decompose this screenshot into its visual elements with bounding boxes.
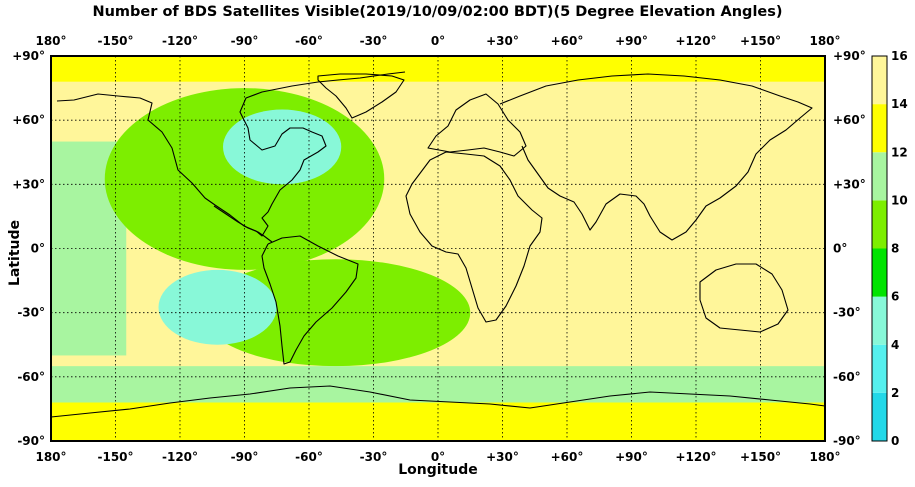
- x-tick-label-bottom: -30°: [360, 450, 388, 464]
- colorbar-tick-label: 16: [891, 49, 908, 63]
- colorbar: 0 2 4 6 8 10 12 14 16: [871, 49, 908, 448]
- x-tick-label-top: -60°: [295, 34, 323, 48]
- coastline-greenland: [317, 73, 405, 119]
- coastline-africa: [405, 151, 543, 323]
- y-tick-label-right: +30°: [833, 177, 866, 191]
- y-tick-label-left: -60°: [17, 370, 45, 384]
- x-tick-label-bottom: 180°: [35, 450, 66, 464]
- colorbar-tick-label: 2: [891, 386, 899, 400]
- coastline-australia: [699, 263, 789, 333]
- colorbar-bin: [872, 296, 887, 345]
- heatmap-region: [223, 109, 342, 185]
- x-tick-label-bottom: +120°: [675, 450, 716, 464]
- x-tick-label-top: -120°: [162, 34, 198, 48]
- coastline-antarctica: [51, 385, 825, 418]
- colorbar-bin: [872, 344, 887, 393]
- plot-frame: [50, 55, 826, 442]
- x-tick-label-top: 180°: [809, 34, 840, 48]
- coastline-europe: [427, 93, 527, 157]
- x-tick-label-top: -150°: [97, 34, 133, 48]
- x-axis-label: Longitude: [398, 462, 478, 478]
- x-tick-label-bottom: +150°: [740, 450, 781, 464]
- coastline-central-america: [213, 205, 273, 243]
- colorbar-tick-label: 14: [891, 97, 908, 111]
- coastline-north-america: [56, 71, 406, 237]
- x-tick-label-top: +60°: [551, 34, 584, 48]
- map-title: Number of BDS Satellites Visible(2019/10…: [92, 4, 783, 20]
- heatmap-region: [158, 269, 277, 345]
- y-tick-label-right: +90°: [833, 49, 866, 63]
- x-tick-label-top: +30°: [486, 34, 519, 48]
- x-tick-label-bottom: +30°: [486, 450, 519, 464]
- colorbar-bin: [872, 248, 887, 297]
- coastline-layer: [51, 71, 825, 418]
- y-tick-label-left: +30°: [12, 177, 45, 191]
- colorbar-bin: [872, 392, 887, 441]
- x-tick-label-top: -30°: [360, 34, 388, 48]
- colorbar-bin: [872, 104, 887, 153]
- heatmap-region: [491, 81, 825, 367]
- x-tick-label-top: +90°: [615, 34, 648, 48]
- y-tick-label-right: +60°: [833, 113, 866, 127]
- axis-ticks: 180° 180° -150° -150° -120° -120° -90° -90° -60°…: [12, 34, 866, 464]
- y-tick-label-left: -90°: [17, 434, 45, 448]
- y-tick-label-right: -60°: [833, 370, 861, 384]
- colorbar-tick-label: 4: [891, 338, 899, 352]
- x-tick-label-top: 180°: [35, 34, 66, 48]
- x-tick-label-top: -90°: [231, 34, 259, 48]
- colorbar-tick-label: 8: [891, 242, 899, 256]
- x-tick-label-top: 0°: [431, 34, 445, 48]
- colorbar-bin: [872, 152, 887, 201]
- y-tick-label-right: -30°: [833, 306, 861, 320]
- colorbar-bin: [872, 200, 887, 249]
- x-tick-label-top: +120°: [675, 34, 716, 48]
- colorbar-bin: [872, 56, 887, 105]
- y-tick-label-right: -90°: [833, 434, 861, 448]
- colorbar-tick-label: 0: [891, 434, 899, 448]
- y-tick-label-left: -30°: [17, 306, 45, 320]
- graticule: [51, 56, 825, 441]
- colorbar-tick-label: 12: [891, 145, 908, 159]
- coastline-south-america: [261, 235, 359, 365]
- x-tick-label-bottom: -90°: [231, 450, 259, 464]
- y-tick-label-left: +90°: [12, 49, 45, 63]
- x-tick-label-bottom: 180°: [809, 450, 840, 464]
- coastline-eurasia: [499, 73, 813, 241]
- colorbar-frame: [871, 55, 888, 442]
- y-tick-label-left: 0°: [31, 242, 45, 256]
- x-tick-label-bottom: -150°: [97, 450, 133, 464]
- colorbar-tick-label: 6: [891, 290, 899, 304]
- x-tick-label-bottom: -60°: [295, 450, 323, 464]
- x-tick-label-top: +150°: [740, 34, 781, 48]
- x-tick-label-bottom: +90°: [615, 450, 648, 464]
- x-tick-label-bottom: -120°: [162, 450, 198, 464]
- colorbar-tick-label: 10: [891, 193, 908, 207]
- y-tick-label-left: +60°: [12, 113, 45, 127]
- x-tick-label-bottom: +60°: [551, 450, 584, 464]
- x-tick-label-bottom: 0°: [431, 450, 445, 464]
- y-tick-label-right: 0°: [833, 242, 847, 256]
- heatmap-region: [104, 88, 385, 270]
